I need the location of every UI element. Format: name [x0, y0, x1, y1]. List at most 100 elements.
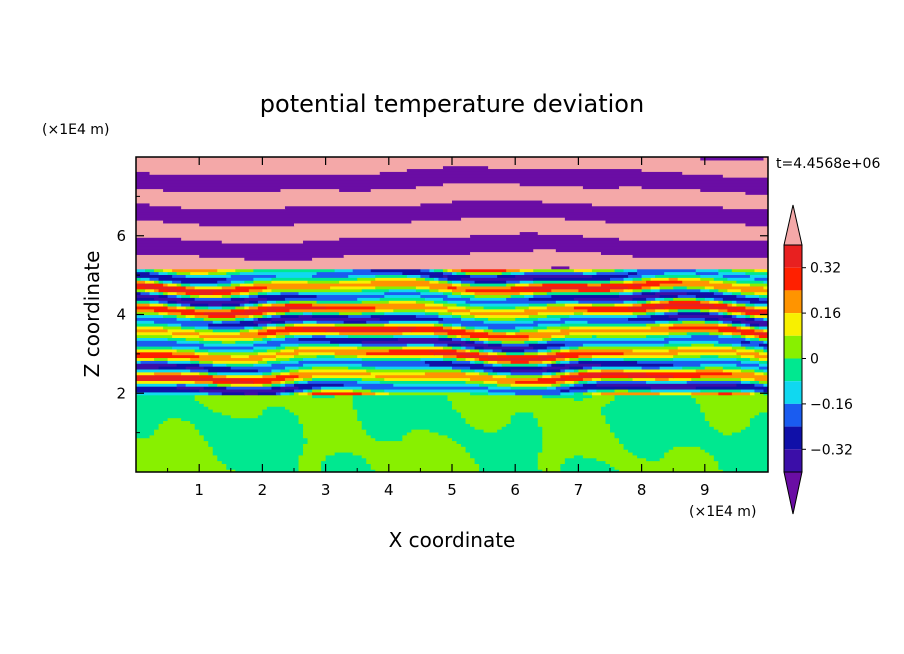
heatmap-cell [208, 314, 236, 318]
heatmap-cell [740, 377, 756, 381]
heatmap-cell [212, 409, 263, 413]
heatmap-cell [695, 297, 706, 301]
heatmap-cell [321, 386, 363, 390]
heatmap-cell [208, 303, 223, 307]
heatmap-cell [298, 337, 399, 341]
heatmap-cell [546, 368, 561, 373]
heatmap-cell [424, 308, 449, 313]
heatmap-cell [461, 217, 566, 221]
heatmap-cell [136, 280, 146, 284]
heatmap-cell [433, 268, 444, 273]
heatmap-cell [758, 311, 768, 316]
heatmap-cell [325, 454, 363, 459]
heatmap-cell [136, 285, 146, 290]
heatmap-cell [145, 288, 155, 293]
heatmap-cell [334, 351, 367, 356]
heatmap-cell [591, 354, 674, 359]
heatmap-cell [145, 268, 155, 273]
heatmap-cell [217, 371, 263, 376]
heatmap-cell [537, 460, 566, 465]
heatmap-cell [483, 360, 489, 364]
heatmap-cell [199, 431, 304, 436]
heatmap-cell [736, 357, 751, 361]
heatmap-cell [646, 380, 688, 384]
heatmap-cell [718, 354, 742, 359]
heatmap-cell [591, 268, 616, 273]
heatmap-cell [506, 283, 516, 287]
heatmap-cell [429, 280, 440, 284]
heatmap-cell [551, 363, 566, 367]
heatmap-cell [230, 274, 277, 278]
heatmap-cell [731, 371, 756, 376]
y-tick-label: 6 [116, 227, 126, 245]
heatmap-cell [600, 283, 634, 287]
heatmap-cell [722, 280, 737, 284]
heatmap-cell [700, 406, 768, 410]
heatmap-cell [257, 303, 263, 307]
heatmap-cell [271, 337, 286, 341]
heatmap-cell [388, 348, 431, 353]
heatmap-cell [199, 222, 295, 227]
heatmap-cell [298, 391, 309, 396]
heatmap-cell [682, 320, 706, 324]
heatmap-cell [542, 199, 768, 204]
heatmap-cell [483, 348, 494, 353]
heatmap-cell [713, 285, 765, 290]
heatmap-cell [167, 337, 187, 341]
heatmap-cell [754, 354, 768, 359]
heatmap-cell [650, 325, 670, 330]
heatmap-cell [230, 283, 241, 287]
heatmap-cell [758, 337, 768, 341]
heatmap-cell [533, 248, 557, 253]
heatmap-cell [704, 297, 715, 301]
heatmap-cell [745, 303, 756, 307]
heatmap-cell [722, 205, 768, 210]
heatmap-cell [488, 386, 512, 390]
heatmap-cell [221, 294, 232, 298]
heatmap-cell [429, 363, 485, 367]
heatmap-cell [203, 403, 354, 407]
heatmap-cell [709, 423, 751, 427]
heatmap-cell [136, 222, 200, 227]
heatmap-cell [136, 288, 146, 293]
colorbar-swatch [784, 426, 802, 450]
heatmap-cell [745, 294, 760, 298]
heatmap-cell [298, 457, 327, 462]
heatmap-cell [266, 305, 327, 310]
heatmap-cell [163, 280, 173, 284]
heatmap-cell [294, 354, 318, 359]
heatmap-cell [600, 411, 706, 416]
heatmap-cell [641, 291, 656, 296]
heatmap-cell [253, 343, 282, 347]
heatmap-cell [199, 346, 254, 350]
heatmap-cell [136, 311, 160, 316]
heatmap-cell [754, 414, 768, 419]
heatmap-cell [528, 360, 543, 364]
heatmap-cell [447, 277, 462, 281]
heatmap-cell [497, 351, 507, 356]
heatmap-cell [438, 314, 453, 318]
heatmap-cell [136, 179, 768, 184]
heatmap-cell [740, 388, 756, 393]
heatmap-cell [582, 377, 593, 381]
heatmap-cell [650, 300, 661, 304]
heatmap-cell [303, 429, 367, 433]
heatmap-cell [474, 426, 503, 430]
heatmap-cell [564, 357, 570, 361]
heatmap-cell [623, 288, 634, 293]
heatmap-cell [546, 351, 557, 356]
heatmap-cell [185, 305, 196, 310]
heatmap-cell [257, 391, 277, 396]
heatmap-cell [610, 280, 625, 284]
heatmap-cell [573, 368, 579, 373]
heatmap-cell [375, 274, 408, 278]
heatmap-cell [284, 205, 724, 210]
heatmap-cell [194, 380, 214, 384]
heatmap-cell [740, 354, 756, 359]
heatmap-cell [700, 363, 737, 367]
heatmap-cell [235, 268, 254, 273]
heatmap-cell [447, 274, 471, 278]
heatmap-cell [375, 305, 449, 310]
heatmap-cell [560, 348, 570, 353]
heatmap-cell [284, 320, 304, 324]
